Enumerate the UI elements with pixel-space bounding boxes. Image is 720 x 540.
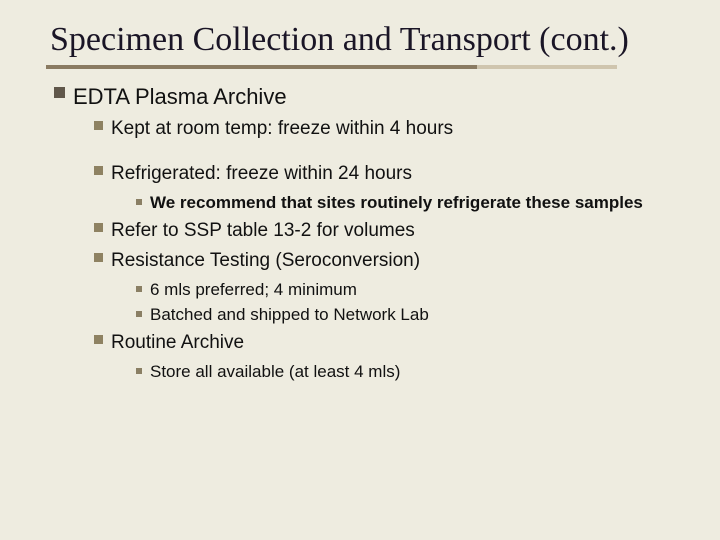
lvl2-text: Refrigerated: freeze within 24 hours (111, 162, 412, 186)
lvl3-text: We recommend that sites routinely refrig… (150, 192, 643, 213)
slide: Specimen Collection and Transport (cont.… (0, 0, 720, 540)
lvl2-text: Resistance Testing (Seroconversion) (111, 249, 420, 273)
list-item: 6 mls preferred; 4 minimum (136, 279, 670, 300)
lvl3-text: 6 mls preferred; 4 minimum (150, 279, 357, 300)
underline-bar-light (477, 65, 616, 69)
square-bullet-icon (94, 223, 103, 232)
list-item: Refrigerated: freeze within 24 hours (94, 162, 670, 186)
lvl3-text: Batched and shipped to Network Lab (150, 304, 429, 325)
square-bullet-icon (136, 199, 142, 205)
square-bullet-icon (94, 121, 103, 130)
lvl1-heading: EDTA Plasma Archive (73, 83, 287, 111)
bullet-list: EDTA Plasma Archive Kept at room temp: f… (50, 83, 670, 382)
list-item: Resistance Testing (Seroconversion) (94, 249, 670, 273)
lvl2-text: Routine Archive (111, 331, 244, 355)
list-item: Kept at room temp: freeze within 4 hours (94, 117, 670, 141)
lvl3-text: Store all available (at least 4 mls) (150, 361, 400, 382)
list-item: EDTA Plasma Archive (54, 83, 670, 111)
square-bullet-icon (136, 311, 142, 317)
title-underline (46, 65, 680, 69)
list-item: We recommend that sites routinely refrig… (136, 192, 670, 213)
spacer (50, 146, 670, 156)
lvl2-text: Refer to SSP table 13-2 for volumes (111, 219, 415, 243)
underline-bar-main (46, 65, 477, 69)
list-item: Refer to SSP table 13-2 for volumes (94, 219, 670, 243)
slide-title: Specimen Collection and Transport (cont.… (50, 20, 670, 59)
list-item: Batched and shipped to Network Lab (136, 304, 670, 325)
square-bullet-icon (94, 253, 103, 262)
square-bullet-icon (136, 368, 142, 374)
square-bullet-icon (136, 286, 142, 292)
square-bullet-icon (94, 166, 103, 175)
list-item: Store all available (at least 4 mls) (136, 361, 670, 382)
square-bullet-icon (54, 87, 65, 98)
square-bullet-icon (94, 335, 103, 344)
lvl2-text: Kept at room temp: freeze within 4 hours (111, 117, 453, 141)
list-item: Routine Archive (94, 331, 670, 355)
